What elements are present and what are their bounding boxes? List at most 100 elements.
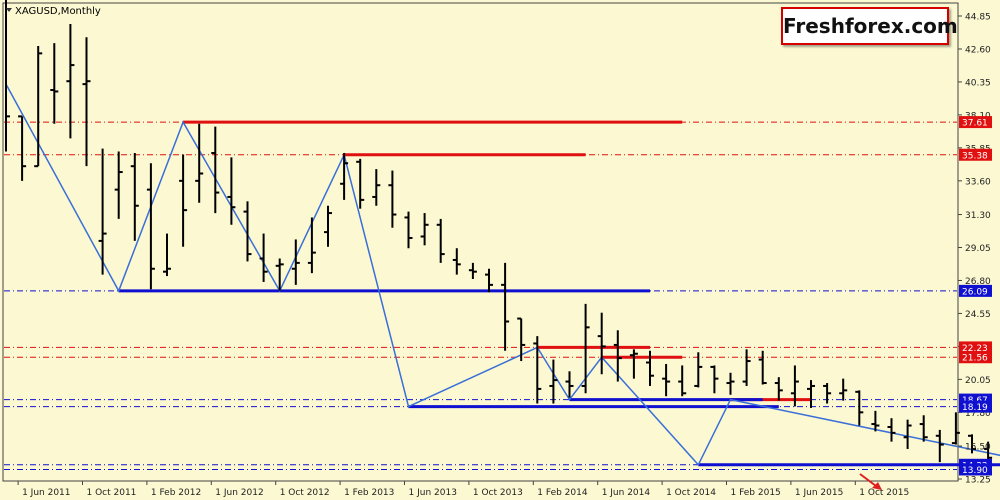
time-tick-label: 1 Jun 2011 — [22, 488, 70, 498]
ohlc-bar-2011-11 — [98, 148, 107, 275]
wave-lines — [5, 83, 1000, 467]
ohlc-bar-2014-11 — [678, 365, 687, 397]
arrow-down-right-icon — [872, 482, 882, 490]
ohlc-bar-2012-02 — [146, 163, 155, 290]
level-label-box — [959, 341, 992, 354]
ohlc-bar-2012-04 — [179, 154, 188, 247]
chart-header: XAGUSD,Monthly — [6, 6, 101, 17]
price-tick-label: 42.60 — [965, 45, 991, 55]
ohlc-bar-2016-02 — [919, 415, 928, 442]
symbol-title: XAGUSD,Monthly — [15, 6, 101, 17]
ohlc-bar-2013-06 — [404, 211, 413, 249]
ohlc-bar-2011-12 — [114, 151, 123, 219]
ohlc-bar-2014-08 — [629, 349, 638, 379]
time-tick-label: 1 Feb 2012 — [151, 488, 201, 498]
time-tick-label: 1 Oct 2013 — [473, 488, 523, 498]
ohlc-bar-2011-06 — [18, 115, 27, 181]
price-tick-label: 13.25 — [965, 476, 991, 486]
ohlc-bar-2015-09 — [839, 378, 848, 401]
ohlc-bar-2013-03 — [356, 158, 365, 209]
ohlc-bar-2012-12 — [307, 217, 316, 274]
price-tick-label: 44.85 — [965, 13, 991, 23]
level-label-13.90: 13.90 — [959, 463, 992, 476]
horizontal-levels — [4, 121, 957, 470]
ohlc-bar-2014-02 — [533, 336, 542, 404]
ohlc-bar-2013-07 — [420, 213, 429, 246]
ohlc-bar-2015-05 — [774, 377, 783, 401]
ohlc-bar-2011-10 — [82, 37, 91, 167]
level-label-text: 21.56 — [962, 354, 988, 364]
level-label-text: 22.23 — [962, 344, 988, 354]
ohlc-bar-2013-04 — [372, 169, 381, 206]
level-label-box — [959, 463, 992, 476]
time-tick-label: 1 Oct 2014 — [666, 488, 716, 498]
level-label-21.56: 21.56 — [959, 351, 992, 364]
ohlc-bar-2015-01 — [710, 365, 719, 394]
level-segments — [118, 120, 1000, 467]
time-tick-label: 1 Oct 2011 — [87, 488, 137, 498]
ohlc-bar-2012-08 — [243, 201, 252, 262]
ohlc-bar-2011-07 — [34, 46, 43, 168]
ohlc-bar-2013-01 — [324, 205, 332, 247]
ohlc-bar-2016-01 — [903, 419, 912, 449]
level-label-22.23: 22.23 — [959, 341, 992, 354]
ohlc-bar-2013-02 — [340, 152, 349, 200]
ohlc-bar-2013-12 — [501, 262, 510, 351]
level-label-text: 37.61 — [962, 119, 988, 129]
price-tick-label: 26.80 — [965, 277, 991, 287]
ohlc-bar-2015-07 — [807, 380, 815, 408]
ohlc-bar-2015-03 — [742, 349, 751, 386]
ohlc-bar-2012-10 — [275, 258, 284, 291]
ohlc-bar-2013-08 — [436, 218, 445, 263]
ohlc-bar-2013-09 — [452, 248, 461, 275]
brand-logo: Freshforex.com — [781, 7, 958, 45]
time-tick-label: 1 Jun 2012 — [215, 488, 263, 498]
ohlc-bar-2013-05 — [388, 170, 397, 228]
ohlc-bar-2011-08 — [50, 43, 59, 124]
level-label-text: 13.90 — [962, 466, 988, 476]
level-label-18.19: 18.19 — [959, 400, 992, 413]
ohlc-bar-2014-05 — [581, 303, 590, 394]
ohlc-bar-2012-06 — [211, 126, 220, 214]
level-label-text: 35.38 — [962, 151, 988, 161]
time-tick-label: 1 Oct 2012 — [280, 488, 330, 498]
zigzag-line — [5, 83, 1000, 467]
level-labels: 37.6135.3826.0922.2321.5618.6718.1914.22… — [959, 116, 992, 476]
time-axis: 1 Jun 2011 1 Oct 2011 1 Feb 2012 1 Jun 2012… — [3, 480, 958, 498]
ohlc-bar-2013-10 — [468, 262, 477, 280]
price-tick-label: 15.50 — [965, 443, 991, 453]
time-tick-label: 1 Feb 2014 — [537, 488, 588, 498]
forecast-arrow — [859, 473, 882, 490]
ohlc-bar-2015-02 — [726, 372, 735, 395]
ohlc-bar-2014-01 — [517, 317, 526, 362]
ohlc-bar-2015-08 — [823, 383, 832, 404]
time-tick-label: 1 Jun 2013 — [409, 488, 457, 498]
price-tick-label: 40.35 — [965, 78, 991, 88]
level-label-35.38: 35.38 — [959, 148, 992, 161]
time-tick-label: 1 Feb 2013 — [344, 488, 394, 498]
time-tick-label: 1 Oct 2015 — [859, 488, 909, 498]
level-label-box — [959, 351, 992, 364]
price-tick-label: 24.55 — [965, 310, 991, 320]
ohlc-bar-2011-09 — [66, 24, 75, 139]
ohlc-bar-2016-04 — [951, 412, 960, 445]
dropdown-arrow-icon[interactable] — [6, 8, 12, 12]
ohlc-bar-2014-04 — [565, 371, 574, 398]
ohlc-bar-2013-11 — [485, 268, 493, 293]
level-label-box — [959, 400, 992, 413]
price-tick-label: 31.30 — [965, 211, 991, 221]
price-tick-label: 29.05 — [965, 244, 991, 254]
time-tick-label: 1 Feb 2015 — [731, 488, 781, 498]
ohlc-bar-2012-01 — [130, 152, 139, 241]
ohlc-bar-2016-05 — [968, 434, 976, 454]
level-label-26.09: 26.09 — [959, 284, 992, 297]
level-label-box — [959, 116, 992, 129]
price-tick-label: 20.05 — [965, 376, 991, 386]
ohlc-bar-2012-11 — [291, 239, 300, 285]
ohlc-bar-2011-05 — [5, 0, 10, 152]
ohlc-bar-2015-04 — [758, 350, 767, 385]
level-label-box — [959, 284, 992, 297]
price-tick-label: 33.60 — [965, 177, 991, 187]
level-label-text: 26.09 — [962, 287, 988, 297]
